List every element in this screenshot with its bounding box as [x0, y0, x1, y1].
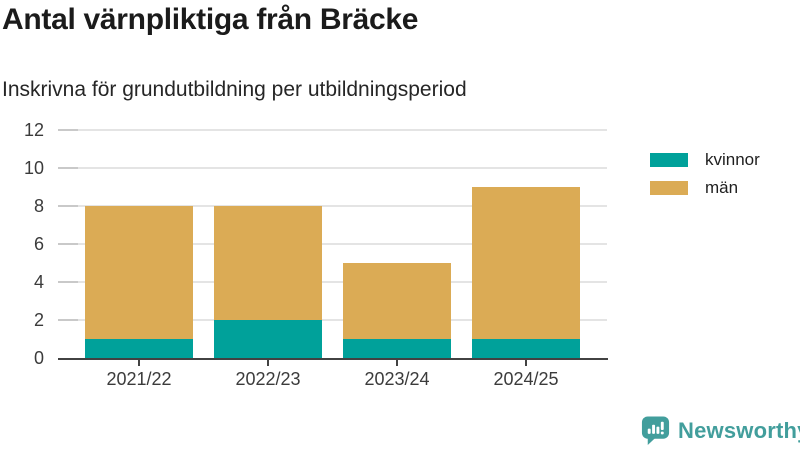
bar-segment-kvinnor-2021/22: [85, 339, 193, 358]
gridline: [58, 281, 607, 283]
x-axis-tick: [396, 360, 398, 366]
x-axis-tick: [138, 360, 140, 366]
bar-segment-kvinnor-2024/25: [472, 339, 580, 358]
y-axis-label: 6: [33, 234, 44, 254]
legend-swatch-man: [650, 180, 688, 195]
y-axis-label: 10: [23, 158, 44, 178]
legend-label-man: män: [705, 178, 739, 197]
y-axis-tick: [58, 205, 78, 207]
chart-subtitle: Inskrivna för grundutbildning per utbild…: [2, 78, 467, 101]
legend-item-man: män: [650, 179, 760, 196]
y-axis-tick: [58, 129, 78, 131]
y-axis-tick: [58, 167, 78, 169]
chart-title: Antal värnpliktiga från Bräcke: [2, 3, 419, 36]
x-axis-label: 2021/22: [106, 369, 172, 389]
gridline: [58, 167, 607, 169]
bar-segment-kvinnor-2023/24: [343, 339, 451, 358]
legend: kvinnor män: [650, 151, 760, 207]
y-axis-label: 8: [33, 196, 44, 216]
gridline: [58, 319, 607, 321]
newsworthy-logo-text: Newsworthy: [678, 417, 800, 443]
legend-label-kvinnor: kvinnor: [705, 150, 760, 169]
bar-segment-män-2023/24: [343, 263, 451, 339]
gridline: [58, 205, 607, 207]
x-axis-tick: [267, 360, 269, 366]
y-axis-label: 0: [33, 348, 44, 368]
bar-segment-kvinnor-2022/23: [214, 320, 322, 358]
legend-swatch-kvinnor: [650, 152, 688, 167]
gridline: [58, 243, 607, 245]
y-axis-label: 2: [33, 310, 44, 330]
x-axis-label: 2022/23: [235, 369, 301, 389]
x-axis-label: 2023/24: [364, 369, 430, 389]
newsworthy-logo: Newsworthy: [640, 414, 800, 447]
y-axis-label: 4: [33, 272, 44, 292]
bar-segment-män-2024/25: [472, 187, 580, 339]
y-axis-label: 12: [23, 120, 44, 140]
y-axis-tick: [58, 243, 78, 245]
bar-segment-män-2022/23: [214, 206, 322, 320]
y-axis-tick: [58, 319, 78, 321]
y-axis-tick: [58, 281, 78, 283]
bar-segment-män-2021/22: [85, 206, 193, 339]
x-axis-tick: [525, 360, 527, 366]
newsworthy-logo-icon: [641, 416, 670, 446]
x-axis-line: [58, 358, 608, 360]
legend-item-kvinnor: kvinnor: [650, 151, 760, 168]
gridline: [58, 129, 607, 131]
x-axis-label: 2024/25: [493, 369, 559, 389]
